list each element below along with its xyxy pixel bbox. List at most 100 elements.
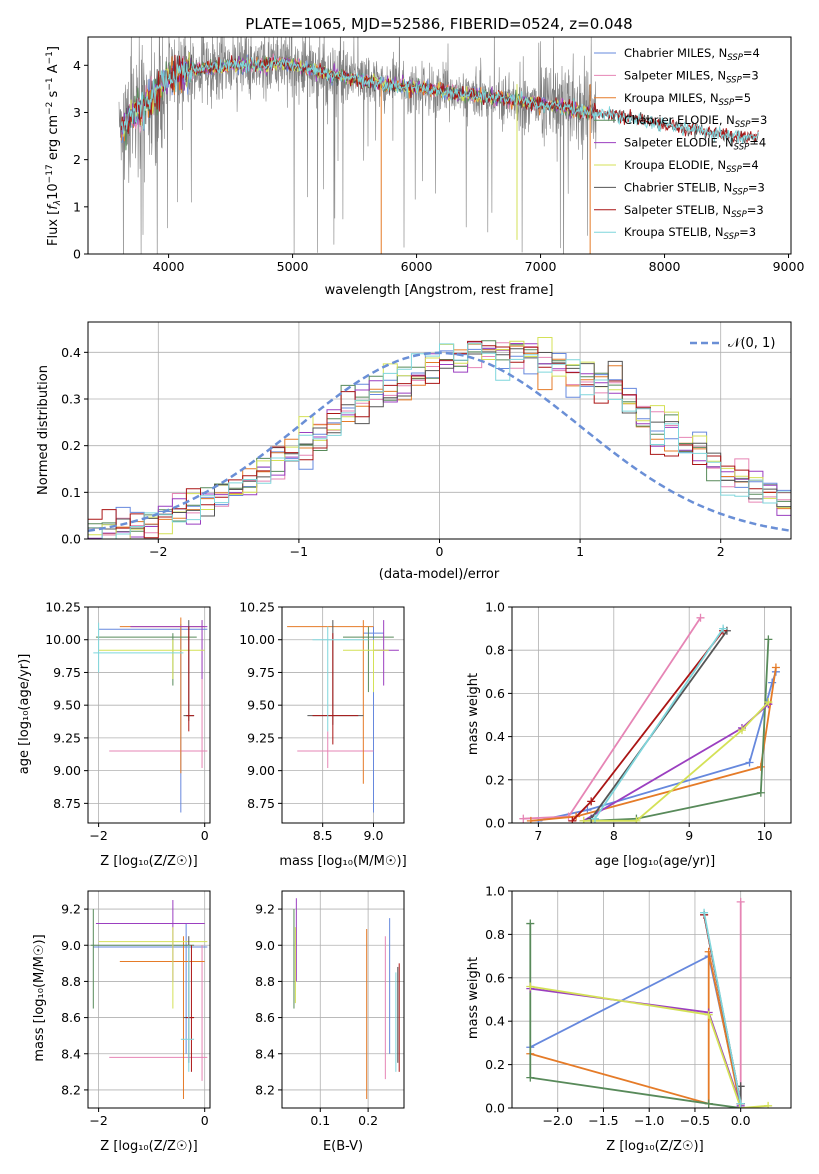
weight-line-kroupa-miles [530,951,742,1108]
weight-age-xtick-label: 7 [534,828,542,843]
weight-line-kroupa-stelib [703,912,742,1104]
spectrum-panel: PLATE=1065, MJD=52586, FIBERID=0524, z=0… [45,15,804,298]
spectrum-ytick-label: 3 [73,105,81,120]
mass-vs-ebv-plot: 0.1 0.2 8.2 8.4 8.6 8.8 9.0 9.2 [255,890,405,1128]
weight-z-series [526,897,773,1108]
mass-z-frame [87,890,211,1109]
weight-z-xtick-label: −1.5 [588,1113,618,1128]
weight-line-chabrier-elodie [529,923,741,1108]
weight-point-kroupa-elodie [764,1101,773,1108]
age-z-ytick-label: 10.00 [45,632,81,647]
weight-line-chabrier-elodie [591,639,770,822]
weight-age-ytick-label: 0.8 [485,643,505,658]
legend-label-chabrier-stelib: Chabrier STELIB, NSSP=3 [624,180,765,197]
weight-point-kroupa-stelib [736,1099,745,1108]
weight-z-ytick-label: 0.4 [485,1014,505,1029]
spectrum-xtick-label: 4000 [153,259,185,274]
legend-label-kroupa-miles: Kroupa MILES, NSSP=5 [624,91,751,108]
weight-vs-age-xlabel: age [log₁₀(age/yr)] [595,854,716,869]
age-vs-metallicity-panel: −2 0 8.75 9.00 9.25 9.50 9.75 10.00 10.25 Z [log… [17,600,211,869]
age-mass-ytick-label: 10.00 [239,632,275,647]
age-vs-mass-panel: 8.5 9.0 8.75 9.00 9.25 9.50 9.75 10.00 10.25 mas… [239,600,406,870]
weight-age-ytick-label: 0.0 [485,816,505,831]
mass-z-ytick-label: 8.6 [61,1010,81,1025]
legend-label-salpeter-miles: Salpeter MILES, NSSP=3 [624,68,759,85]
age-z-ytick-label: 8.75 [53,796,81,811]
legend-label-kroupa-stelib: Kroupa STELIB, NSSP=3 [624,225,756,242]
mass-z-ytick-label: 9.0 [61,938,81,953]
spectrum-xtick-label: 8000 [649,259,681,274]
spectrum-ytick-label: 2 [73,152,81,167]
weight-age-xtick-label: 8 [610,828,618,843]
weight-line-kroupa-stelib [594,628,724,820]
mass-ebv-errorbars [293,898,400,1099]
mass-ebv-ytick-label: 9.2 [255,902,275,917]
weight-point-kroupa-miles [771,663,780,672]
mass-vs-ebv-xlabel: E(B-V) [323,1139,363,1154]
mass-z-ytick-label: 8.4 [61,1046,81,1061]
mass-ebv-xtick-label: 0.1 [310,1113,330,1128]
weight-line-kroupa-elodie [583,701,770,822]
histogram-legend: 𝒩(0, 1) [690,336,775,351]
mass-z-xtick-label: −2 [89,1113,107,1128]
spectrum-ytick-label: 0 [73,247,81,262]
spectrum-ytick-label: 1 [73,199,81,214]
mass-vs-z-plot: −2 0 8.2 8.4 8.6 8.8 9.0 9.2 [61,890,211,1128]
histogram-xtick-label: −1 [290,544,308,559]
normal-legend-label: 𝒩(0, 1) [728,336,775,351]
legend-label-salpeter-elodie: Salpeter ELODIE, NSSP=4 [624,136,766,153]
spectrum-traces [118,37,759,254]
weight-vs-age-ylabel: mass weight [466,673,481,755]
weight-point-kroupa-stelib [590,814,599,823]
histogram-ytick-label: 0.3 [61,392,81,407]
weight-z-xtick-label: −1.0 [634,1113,664,1128]
weight-point-chabrier-elodie [526,1073,535,1082]
age-vs-z-ylabel: age [log₁₀(age/yr)] [17,654,32,775]
weight-z-xtick-label: 0.0 [731,1113,751,1128]
mass-weight-vs-age-panel: 7 8 9 10 0.0 0.2 0.4 0.6 0.8 1.0 age [log₁₀(age/y… [466,600,792,869]
mass-vs-metallicity-panel: −2 0 8.2 8.4 8.6 8.8 9.0 9.2 Z [log₁₀(Z/Z☉)] ma… [32,890,211,1154]
spectrum-title: PLATE=1065, MJD=52586, FIBERID=0524, z=0… [245,15,632,33]
weight-age-ytick-label: 1.0 [485,600,505,615]
mass-ebv-ytick-label: 8.2 [255,1082,275,1097]
weight-point-kroupa-elodie [632,816,641,823]
age-mass-ytick-label: 9.00 [247,763,275,778]
weight-z-ytick-label: 0.6 [485,970,505,985]
spectrum-xtick-label: 6000 [401,259,433,274]
weight-z-xtick-label: −2.0 [543,1113,573,1128]
age-z-ytick-label: 9.50 [53,698,81,713]
age-vs-z-plot: −2 0 8.75 9.00 9.25 9.50 9.75 10.00 10.25 [45,600,211,843]
mass-ebv-ytick-label: 9.0 [255,938,275,953]
histogram-xtick-label: 0 [436,544,444,559]
weight-point-kroupa-elodie [579,816,588,823]
mass-vs-z-ylabel: mass [log₁₀(M/M☉)] [32,934,47,1061]
age-mass-xtick-label: 8.5 [313,828,333,843]
weight-point-kroupa-miles [756,762,765,771]
legend-label-salpeter-stelib: Salpeter STELIB, NSSP=3 [624,203,764,220]
mass-z-ytick-label: 9.2 [61,902,81,917]
mass-z-ytick-label: 8.2 [61,1082,81,1097]
age-mass-ytick-label: 9.50 [247,698,275,713]
weight-point-kroupa-stelib [700,908,709,917]
weight-z-ytick-label: 0.0 [485,1101,505,1116]
weight-z-ytick-label: 1.0 [485,884,505,899]
legend-label-chabrier-miles: Chabrier MILES, NSSP=4 [624,46,760,63]
weight-point-kroupa-stelib [719,624,728,633]
histogram-xlabel: (data-model)/error [379,567,500,582]
mass-weight-vs-age-plot: 7 8 9 10 0.0 0.2 0.4 0.6 0.8 1.0 [485,600,792,843]
weight-line-kroupa-miles [530,667,777,822]
histogram-ytick-label: 0.4 [61,345,81,360]
weight-point-kroupa-elodie [704,1010,713,1019]
weight-age-ytick-label: 0.6 [485,686,505,701]
histogram-xtick-label: 2 [717,544,725,559]
weight-point-chabrier-miles [745,758,754,767]
age-z-ytick-label: 9.25 [53,730,81,745]
mass-ebv-ytick-label: 8.4 [255,1046,275,1061]
weight-age-series [519,613,780,823]
weight-z-ytick-label: 0.8 [485,927,505,942]
age-z-frame [87,606,211,824]
weight-line-chabrier-miles [538,671,777,822]
spectrum-legend: Chabrier MILES, NSSP=4 Salpeter MILES, NS… [594,46,767,242]
mass-ebv-frame [281,890,405,1109]
